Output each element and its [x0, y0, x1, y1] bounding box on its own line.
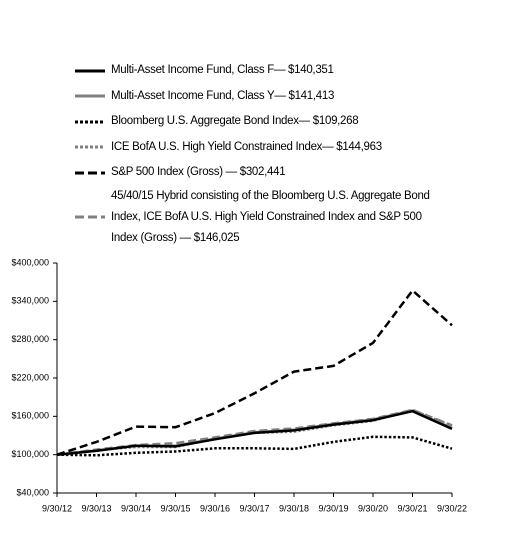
x-tick-label: 9/30/14	[121, 503, 151, 513]
x-tick-label: 9/30/16	[200, 503, 230, 513]
x-tick-label: 9/30/13	[81, 503, 111, 513]
x-tick-label: 9/30/15	[160, 503, 190, 513]
legend-swatch	[75, 145, 105, 149]
legend: Multi-Asset Income Fund, Class F— $140,3…	[75, 58, 455, 249]
x-tick-label: 9/30/22	[437, 503, 467, 513]
legend-label: ICE BofA U.S. High Yield Constrained Ind…	[111, 140, 382, 153]
legend-item: S&P 500 Index (Gross) — $302,441	[75, 160, 455, 186]
y-tick-label: $220,000	[11, 372, 49, 382]
y-tick-label: $100,000	[11, 449, 49, 459]
legend-item: Multi-Asset Income Fund, Class F— $140,3…	[75, 58, 455, 84]
series-line	[56, 289, 453, 456]
x-tick-label: 9/30/21	[397, 503, 427, 513]
series-line	[56, 435, 453, 457]
legend-label: Multi-Asset Income Fund, Class F— $140,3…	[111, 64, 334, 77]
legend-swatch	[75, 94, 105, 98]
series-line	[56, 409, 453, 456]
legend-label: Multi-Asset Income Fund, Class Y— $141,4…	[111, 89, 335, 102]
x-tick-label: 9/30/17	[239, 503, 269, 513]
legend-swatch	[75, 171, 105, 175]
x-tick-label: 9/30/18	[279, 503, 309, 513]
x-tick-label: 9/30/20	[358, 503, 388, 513]
y-tick-label: $280,000	[11, 334, 49, 344]
legend-item: Bloomberg U.S. Aggregate Bond Index— $10…	[75, 109, 455, 135]
legend-swatch	[75, 69, 105, 73]
legend-swatch	[75, 215, 105, 219]
x-tick-label: 9/30/19	[318, 503, 348, 513]
legend-item: 45/40/15 Hybrid consisting of the Bloomb…	[75, 186, 455, 249]
legend-swatch	[75, 120, 105, 124]
y-tick-label: $400,000	[11, 257, 49, 267]
y-tick-label: $340,000	[11, 296, 49, 306]
legend-label: S&P 500 Index (Gross) — $302,441	[111, 166, 286, 179]
y-tick-label: $40,000	[16, 487, 49, 497]
y-tick-label: $160,000	[11, 411, 49, 421]
legend-label: Bloomberg U.S. Aggregate Bond Index— $10…	[111, 115, 359, 128]
legend-item: Multi-Asset Income Fund, Class Y— $141,4…	[75, 84, 455, 110]
legend-label: 45/40/15 Hybrid consisting of the Bloomb…	[111, 189, 430, 244]
x-tick-label: 9/30/12	[42, 503, 72, 513]
legend-item: ICE BofA U.S. High Yield Constrained Ind…	[75, 135, 455, 161]
